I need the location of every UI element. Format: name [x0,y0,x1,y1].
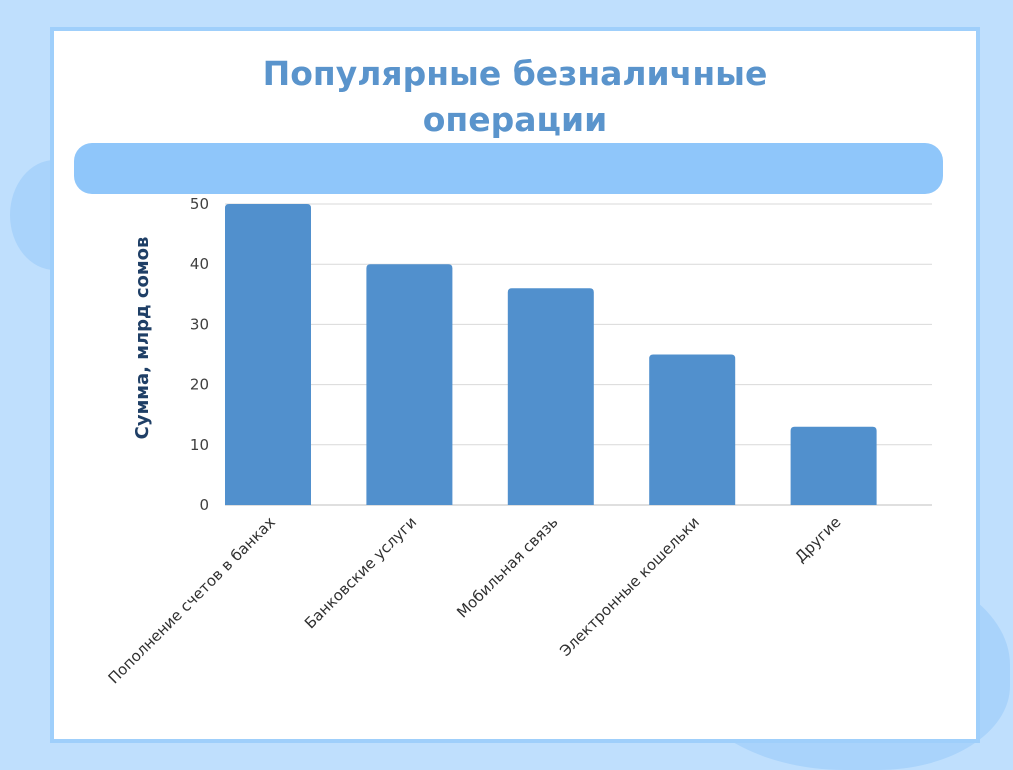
y-tick-label: 30 [190,315,209,333]
bar [790,426,877,505]
bar [649,354,736,505]
x-tick-label: Банковские услуги [301,513,420,632]
y-axis-label: Сумма, млрд сомов [132,237,153,440]
x-tick-label: Электронные кошельки [556,513,703,660]
x-tick-label: Мобильная связь [453,513,561,621]
x-tick-label: Другие [791,513,844,566]
bar [225,204,311,505]
bar [507,288,594,505]
y-tick-label: 40 [190,255,209,273]
y-tick-label: 0 [199,496,209,514]
bar [366,264,453,505]
y-tick-label: 20 [190,376,209,394]
title-underline-band [74,143,943,194]
x-tick-label: Пополнение счетов в банках [105,513,279,687]
chart-title: Популярные безналичные операции [262,54,768,139]
y-tick-label: 10 [190,436,209,454]
y-tick-label: 50 [190,195,209,213]
